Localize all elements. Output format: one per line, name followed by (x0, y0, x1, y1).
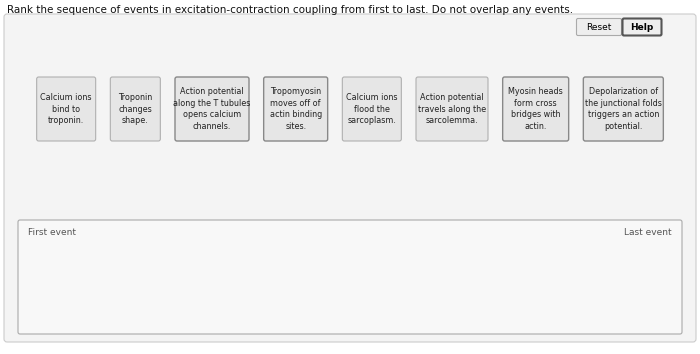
FancyBboxPatch shape (36, 77, 96, 141)
FancyBboxPatch shape (416, 77, 488, 141)
Text: Troponin
changes
shape.: Troponin changes shape. (118, 93, 153, 125)
FancyBboxPatch shape (622, 18, 661, 35)
Text: Calcium ions
bind to
troponin.: Calcium ions bind to troponin. (41, 93, 92, 125)
Text: Depolarization of
the junctional folds
triggers an action
potential.: Depolarization of the junctional folds t… (585, 87, 661, 131)
Text: Reset: Reset (587, 23, 612, 32)
FancyBboxPatch shape (342, 77, 401, 141)
FancyBboxPatch shape (111, 77, 160, 141)
FancyBboxPatch shape (175, 77, 249, 141)
Text: Myosin heads
form cross
bridges with
actin.: Myosin heads form cross bridges with act… (508, 87, 563, 131)
Text: Action potential
along the T tubules
opens calcium
channels.: Action potential along the T tubules ope… (174, 87, 251, 131)
Text: Calcium ions
flood the
sarcoplasm.: Calcium ions flood the sarcoplasm. (346, 93, 398, 125)
FancyBboxPatch shape (583, 77, 664, 141)
Text: First event: First event (28, 228, 76, 237)
Text: Help: Help (631, 23, 654, 32)
Text: Last event: Last event (624, 228, 672, 237)
FancyBboxPatch shape (503, 77, 568, 141)
Text: Action potential
travels along the
sarcolemma.: Action potential travels along the sarco… (418, 93, 486, 125)
Text: Tropomyosin
moves off of
actin binding
sites.: Tropomyosin moves off of actin binding s… (270, 87, 322, 131)
FancyBboxPatch shape (577, 18, 622, 35)
Text: Rank the sequence of events in excitation-contraction coupling from first to las: Rank the sequence of events in excitatio… (7, 5, 573, 15)
FancyBboxPatch shape (264, 77, 328, 141)
FancyBboxPatch shape (18, 220, 682, 334)
FancyBboxPatch shape (4, 14, 696, 342)
